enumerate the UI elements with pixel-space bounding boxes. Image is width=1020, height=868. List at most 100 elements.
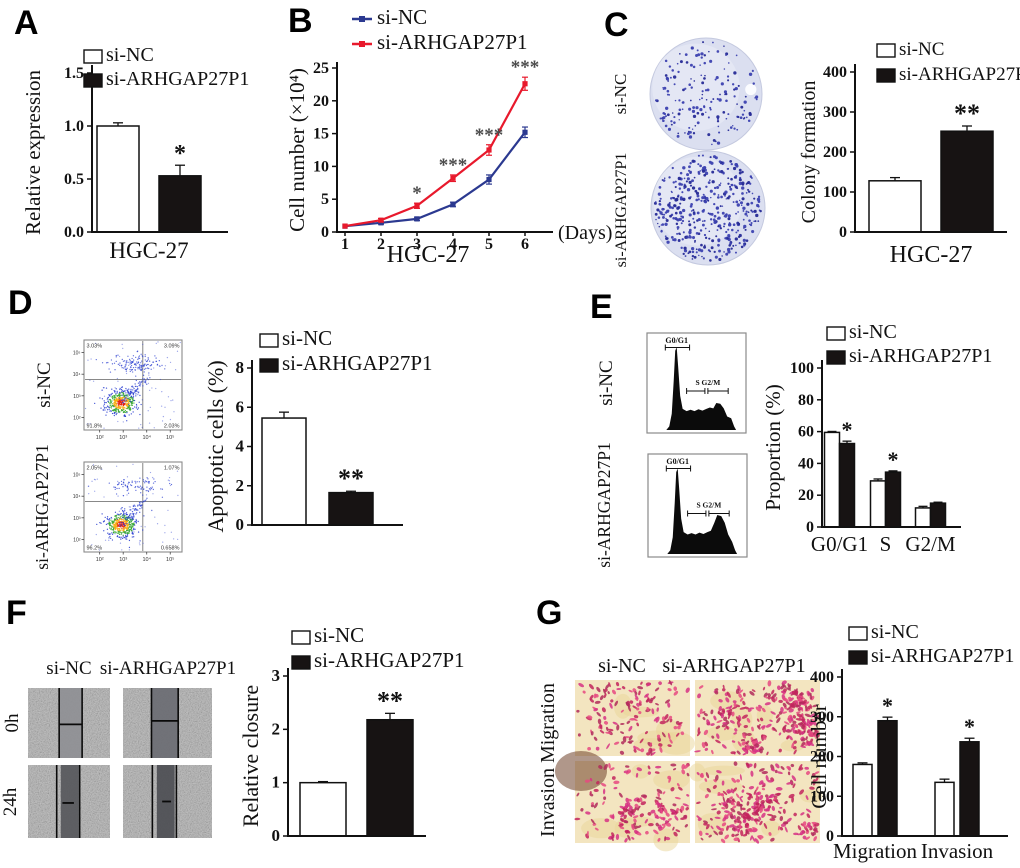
- svg-text:si-NC: si-NC: [314, 623, 364, 647]
- svg-text:(Days): (Days): [558, 222, 612, 244]
- svg-text:Relative expression: Relative expression: [21, 69, 45, 235]
- svg-text:G0/G1: G0/G1: [811, 532, 868, 556]
- svg-text:Colony formation: Colony formation: [798, 81, 820, 224]
- svg-text:si-ARHGAP27P1: si-ARHGAP27P1: [613, 153, 630, 268]
- svg-text:si-NC: si-NC: [849, 321, 897, 343]
- svg-text:0: 0: [806, 519, 814, 536]
- svg-text:***: ***: [475, 125, 504, 146]
- svg-text:0h: 0h: [2, 713, 23, 733]
- svg-text:10⁵: 10⁵: [166, 556, 174, 563]
- svg-text:si-NC: si-NC: [377, 5, 427, 29]
- panel-e-letter: E: [590, 288, 613, 326]
- svg-text:si-ARHGAP27P1: si-ARHGAP27P1: [282, 351, 433, 375]
- svg-text:1: 1: [272, 773, 281, 792]
- svg-text:si-NC: si-NC: [598, 655, 646, 677]
- panel-b-letter: B: [288, 2, 313, 40]
- svg-text:2: 2: [236, 476, 245, 495]
- svg-text:10³: 10³: [73, 394, 81, 400]
- svg-text:si-ARHGAP27P1: si-ARHGAP27P1: [871, 645, 1014, 667]
- svg-text:25: 25: [313, 60, 329, 77]
- svg-text:200: 200: [810, 749, 834, 766]
- svg-text:si-ARHGAP27P1: si-ARHGAP27P1: [377, 30, 528, 54]
- svg-text:20: 20: [313, 93, 329, 110]
- svg-text:10²: 10²: [73, 537, 81, 543]
- svg-text:6: 6: [521, 236, 529, 253]
- svg-text:*: *: [842, 417, 853, 442]
- svg-text:91.8%: 91.8%: [87, 424, 103, 430]
- panel-a-bar-chart: 0.0 0.5 1.0 1.5 Relative expression * HGC-27 si…: [21, 44, 249, 263]
- svg-text:HGC-27: HGC-27: [387, 242, 470, 268]
- svg-text:Cell number (×10⁴): Cell number (×10⁴): [285, 68, 309, 232]
- svg-text:100: 100: [810, 788, 834, 805]
- svg-text:1.07%: 1.07%: [164, 466, 180, 472]
- svg-text:si-NC: si-NC: [871, 621, 919, 643]
- svg-text:300: 300: [810, 709, 834, 726]
- svg-text:si-NC: si-NC: [596, 360, 617, 405]
- svg-text:8: 8: [236, 358, 245, 377]
- svg-text:2: 2: [377, 236, 385, 253]
- svg-text:24h: 24h: [0, 787, 21, 816]
- svg-text:4: 4: [236, 437, 245, 456]
- svg-text:si-NC: si-NC: [899, 39, 944, 60]
- svg-text:Invasion: Invasion: [921, 839, 994, 863]
- svg-text:***: ***: [511, 57, 540, 78]
- panel-c-colony-dish-images: si-NC si-ARHGAP27P1: [611, 37, 766, 267]
- svg-text:0.0: 0.0: [64, 224, 84, 241]
- svg-text:si-ARHGAP27P1: si-ARHGAP27P1: [100, 658, 236, 679]
- svg-text:si-ARHGAP27P1: si-ARHGAP27P1: [849, 345, 992, 367]
- svg-text:1.5: 1.5: [64, 65, 84, 82]
- svg-text:2: 2: [272, 719, 281, 738]
- panel-a-letter: A: [14, 4, 39, 42]
- svg-text:10³: 10³: [73, 516, 81, 522]
- svg-text:si-NC: si-NC: [611, 74, 630, 115]
- svg-text:si-ARHGAP27P1: si-ARHGAP27P1: [314, 648, 465, 672]
- panel-d-flow-cytometry-images: si-NC si-ARHGAP27P1 3.03% 3.09% 91.8% 2.03% 10…: [32, 339, 183, 570]
- svg-text:10⁵: 10⁵: [166, 434, 174, 441]
- svg-text:3.03%: 3.03%: [87, 344, 103, 350]
- svg-text:0: 0: [272, 826, 281, 845]
- svg-text:si-NC: si-NC: [282, 326, 332, 350]
- svg-text:*: *: [174, 141, 186, 167]
- panel-g-transwell-images: Invasion Migration si-NC si-ARHGAP27P1: [537, 655, 823, 852]
- panel-g-bar-chart: 0 100 200 300 400 Cell number * * Migration Invas…: [807, 621, 1014, 863]
- svg-text:4: 4: [449, 236, 457, 253]
- svg-text:si-ARHGAP27P1: si-ARHGAP27P1: [899, 64, 1020, 85]
- svg-text:10³: 10³: [119, 435, 127, 441]
- svg-text:5: 5: [321, 191, 329, 208]
- svg-text:si-NC: si-NC: [46, 658, 91, 679]
- svg-text:40: 40: [798, 455, 814, 472]
- svg-text:Cell number: Cell number: [807, 704, 831, 808]
- svg-text:3: 3: [272, 666, 281, 685]
- svg-text:10³: 10³: [119, 557, 127, 563]
- svg-text:si-ARHGAP27P1: si-ARHGAP27P1: [32, 444, 52, 569]
- svg-text:HGC-27: HGC-27: [890, 242, 973, 268]
- svg-text:10²: 10²: [73, 415, 81, 421]
- svg-text:400: 400: [823, 64, 847, 81]
- panel-e-cell-cycle-histograms: si-NC si-ARHGAP27P1 G0/G1 S G2/M G0/G1 S G2/M: [594, 332, 748, 568]
- panel-b-line-chart: 0 5 10 15 20 25 1 2 3 4 5 6 Cell number (×10⁴) (Days)…: [285, 5, 612, 268]
- svg-text:Migration: Migration: [833, 839, 917, 863]
- svg-text:10⁵: 10⁵: [73, 351, 81, 357]
- svg-text:80: 80: [798, 392, 814, 409]
- svg-text:0: 0: [839, 224, 847, 241]
- svg-text:15: 15: [313, 126, 329, 143]
- panel-c-letter: C: [604, 6, 629, 44]
- svg-text:1: 1: [341, 236, 349, 253]
- panel-f-wound-healing-images: si-NC si-ARHGAP27P1 0h 24h: [0, 658, 236, 838]
- svg-text:S G2/M: S G2/M: [696, 501, 721, 510]
- svg-text:400: 400: [810, 669, 834, 686]
- svg-text:0: 0: [826, 828, 834, 845]
- svg-text:si-ARHGAP27P1: si-ARHGAP27P1: [106, 68, 249, 90]
- svg-text:si-ARHGAP27P1: si-ARHGAP27P1: [662, 655, 805, 677]
- svg-text:100: 100: [823, 184, 847, 201]
- svg-text:20: 20: [798, 487, 814, 504]
- svg-text:10⁴: 10⁴: [73, 494, 81, 500]
- svg-text:**: **: [338, 464, 364, 493]
- svg-text:60: 60: [798, 424, 814, 441]
- svg-text:G0/G1: G0/G1: [665, 336, 688, 345]
- svg-text:3.09%: 3.09%: [164, 344, 180, 350]
- svg-text:S G2/M: S G2/M: [695, 378, 720, 387]
- panel-d-letter: D: [8, 284, 33, 322]
